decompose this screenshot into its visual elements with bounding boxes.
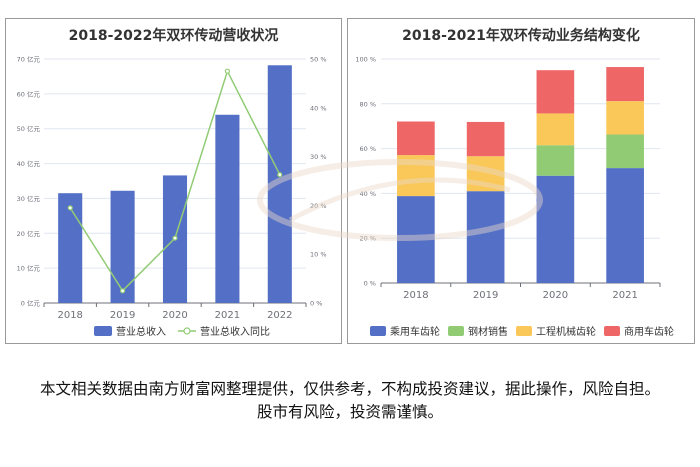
- stacked-bar-segment: [397, 155, 435, 197]
- y-right-tick-label: 30 %: [310, 153, 327, 161]
- yoy-growth-point: [67, 205, 73, 211]
- x-tick-label: 2022: [267, 310, 292, 321]
- legend-label: 钢材销售: [468, 325, 508, 338]
- revenue-chart-title: 2018-2022年双环传动营收状况: [68, 28, 279, 44]
- business-structure-chart-title: 2018-2021年双环传动业务结构变化: [402, 28, 640, 44]
- stacked-bar-segment: [466, 191, 505, 283]
- x-tick-label: 2019: [110, 310, 135, 321]
- stacked-bar-segment: [606, 101, 644, 135]
- revenue-bar: [58, 193, 83, 303]
- x-tick-label: 2018: [57, 310, 82, 321]
- x-tick-label: 2021: [215, 310, 240, 321]
- y-left-tick-label: 20 亿元: [17, 229, 41, 238]
- revenue-bar: [267, 65, 292, 303]
- legend-label: 工程机械齿轮: [536, 325, 596, 338]
- y-left-tick-label: 70 亿元: [17, 55, 41, 64]
- legend-swatch-yoy-point: [183, 327, 191, 335]
- x-tick-label: 2020: [162, 310, 187, 321]
- x-tick-label: 2018: [403, 290, 428, 301]
- x-tick-label: 2021: [612, 290, 637, 301]
- yoy-growth-point: [172, 235, 178, 241]
- y-tick-label: 100 %: [355, 56, 376, 64]
- legend-label: 商用车齿轮: [624, 325, 674, 338]
- stacked-bar-segment: [606, 134, 644, 169]
- legend-swatch: [604, 326, 620, 336]
- stacked-bar-segment: [466, 121, 505, 157]
- y-right-tick-label: 0 %: [310, 300, 322, 308]
- x-tick-label: 2019: [473, 290, 498, 301]
- y-left-tick-label: 0 亿元: [21, 299, 41, 308]
- y-left-tick-label: 50 亿元: [17, 124, 41, 133]
- stacked-bar-segment: [606, 67, 644, 102]
- y-left-tick-label: 30 亿元: [17, 194, 41, 203]
- yoy-growth-point: [277, 172, 283, 178]
- y-tick-label: 20 %: [359, 235, 376, 243]
- stacked-bar-segment: [536, 175, 575, 283]
- y-left-tick-label: 60 亿元: [17, 89, 41, 98]
- business-structure-chart: 0 % 20 % 40 % 60 % 80 % 100 % 2018 2019 2020 2021…: [355, 56, 674, 339]
- stacked-bar-segment: [466, 156, 505, 192]
- y-left-tick-label: 40 亿元: [17, 159, 41, 168]
- yoy-growth-point: [119, 288, 126, 294]
- legend-swatch: [516, 326, 532, 336]
- business-structure-chart-panel: 2018-2021年双环传动业务结构变化 0 % 20 % 40 % 60 % 80 %…: [347, 18, 695, 344]
- y-tick-label: 80 %: [359, 100, 376, 108]
- y-left-tick-label: 10 亿元: [17, 264, 41, 273]
- disclaimer-footnote: 本文相关数据由南方财富网整理提供，仅供参考，不构成投资建议，据此操作，风险自担。…: [40, 380, 661, 421]
- stacked-bar-segment: [536, 113, 575, 146]
- yoy-growth-point: [224, 68, 230, 74]
- y-right-tick-label: 20 %: [310, 202, 327, 210]
- legend-swatch: [448, 326, 464, 336]
- y-right-tick-label: 10 %: [310, 251, 327, 259]
- legend-swatch-revenue: [94, 326, 112, 336]
- y-tick-label: 0 %: [364, 280, 376, 288]
- revenue-bar: [110, 190, 135, 303]
- y-tick-label: 40 %: [359, 190, 376, 198]
- stacked-bar-segment: [397, 121, 435, 156]
- legend-label-revenue: 营业总收入: [116, 325, 166, 338]
- stacked-bar-segment: [536, 70, 575, 114]
- stacked-bar-segment: [536, 145, 575, 176]
- revenue-bar: [215, 114, 240, 304]
- revenue-chart: 0 亿元 10 亿元 20 亿元 30 亿元 40 亿元 50 亿元 60 亿元 70 亿元 0…: [17, 55, 327, 339]
- revenue-chart-panel: 2018-2022年双环传动营收状况 0 亿元 10 亿元 20 亿元 30 亿元 40…: [5, 18, 342, 344]
- legend-swatch: [370, 326, 386, 336]
- x-tick-label: 2020: [543, 290, 568, 301]
- legend-label: 乘用车齿轮: [390, 325, 440, 338]
- y-tick-label: 60 %: [359, 145, 376, 153]
- stacked-bar-segment: [606, 168, 644, 283]
- stacked-bar-segment: [397, 196, 435, 283]
- y-right-tick-label: 50 %: [310, 56, 327, 64]
- legend-label-yoy: 营业总收入同比: [200, 325, 270, 338]
- y-right-tick-label: 40 %: [310, 104, 327, 112]
